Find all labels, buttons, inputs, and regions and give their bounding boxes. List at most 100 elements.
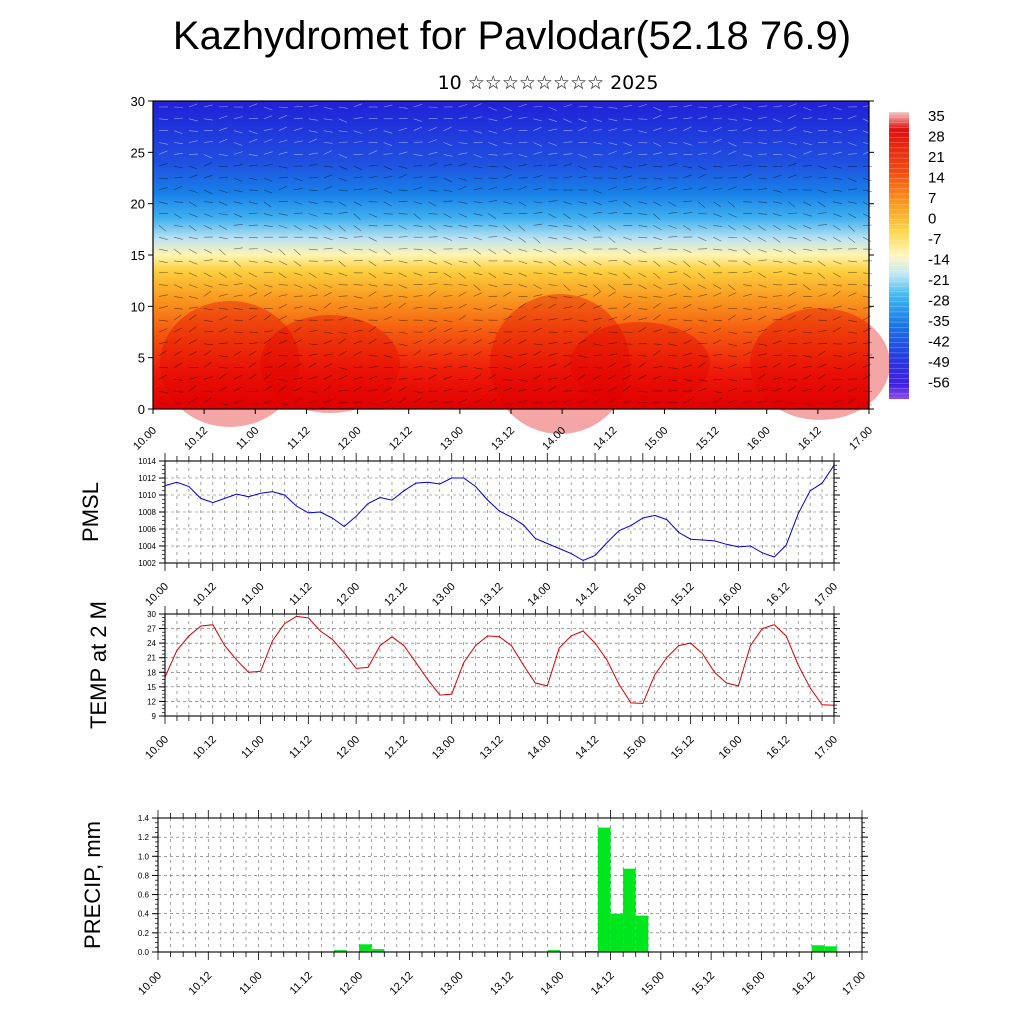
wind-barb (323, 106, 333, 110)
wind-barb (248, 402, 258, 405)
wind-barb (218, 201, 228, 206)
wind-barb (563, 362, 572, 368)
wind-barb (728, 150, 737, 155)
wind-barb (653, 236, 662, 241)
wind-barb (233, 283, 243, 285)
wind-barb (353, 259, 363, 262)
wind-barb (203, 272, 213, 278)
wind-barb (428, 338, 437, 345)
wind-barb (773, 141, 783, 143)
wind-barb (563, 341, 573, 345)
wind-barb (473, 399, 482, 404)
wind-barb (668, 293, 677, 297)
wind-barb (218, 106, 228, 108)
wind-barb (548, 236, 558, 240)
wind-barb (803, 366, 813, 368)
y-tick-label: 12 (147, 697, 156, 706)
wind-barb (293, 387, 303, 392)
wind-barb (458, 201, 468, 204)
wind-barb (758, 259, 768, 262)
y-tick-label: 1002 (138, 559, 156, 568)
wind-barb (353, 308, 363, 311)
wind-barb (323, 236, 333, 241)
x-tick-label: 15.12 (689, 970, 717, 998)
wind-barb (653, 247, 663, 250)
wind-barb (787, 114, 797, 120)
wind-barb (368, 355, 378, 357)
wind-barb (503, 402, 513, 405)
wind-barb (653, 186, 662, 191)
wind-barb (593, 367, 603, 369)
wind-barb (368, 339, 377, 345)
wind-barb (158, 225, 167, 232)
wind-barb (158, 390, 168, 394)
wind-barb (817, 272, 826, 279)
wind-barb (563, 248, 573, 250)
wind-barb (413, 366, 423, 368)
wind-barb (263, 314, 272, 321)
wind-barb (803, 306, 813, 309)
wind-barb (653, 165, 663, 168)
wind-barb (818, 248, 828, 251)
wind-barb (293, 106, 303, 108)
wind-barb (158, 319, 168, 322)
wind-barb (832, 284, 842, 287)
x-tick-label: 16.00 (717, 581, 745, 609)
wind-barb (158, 402, 168, 405)
y-tick-label: 1008 (138, 508, 156, 517)
wind-barb (398, 319, 408, 322)
wind-barb (728, 142, 737, 147)
wind-barb (428, 106, 438, 108)
wind-barb (638, 355, 648, 357)
wind-barb (158, 294, 168, 297)
wind-barb (803, 142, 812, 146)
wind-barb (533, 294, 543, 297)
wind-barb (323, 363, 333, 368)
wind-barb (548, 363, 557, 368)
wind-barb (158, 118, 169, 120)
wind-barb (458, 399, 467, 404)
wind-barb (548, 272, 558, 276)
wind-barb (503, 225, 511, 232)
precip-bar (334, 950, 347, 952)
wind-barb (683, 126, 692, 131)
wind-barb (188, 284, 198, 288)
wind-barb (368, 128, 378, 131)
wind-barb (458, 291, 467, 297)
wind-barb (818, 224, 828, 226)
wind-barb (368, 402, 378, 405)
wind-barb (817, 201, 826, 208)
wind-barb (862, 402, 872, 406)
wind-barb (802, 201, 812, 207)
wind-barb (818, 177, 828, 179)
wind-barb (862, 306, 872, 309)
wind-barb (638, 308, 648, 310)
wind-barb (293, 117, 303, 120)
wind-barb (203, 225, 213, 230)
x-tick-label: 14.00 (538, 970, 566, 998)
wind-barb (698, 308, 708, 311)
wind-barb (518, 186, 527, 191)
wind-barb (803, 165, 813, 167)
wind-barb (608, 272, 618, 276)
wind-barb (158, 162, 168, 167)
wind-barb (248, 154, 258, 157)
wind-barb (278, 185, 288, 191)
wind-barb (713, 367, 723, 369)
wind-barb (668, 283, 678, 285)
wind-barb (188, 174, 198, 179)
wind-barb (173, 327, 183, 333)
wind-barb (847, 177, 857, 182)
wind-barb (503, 308, 513, 311)
wind-barb (832, 272, 841, 278)
wind-barb (158, 150, 168, 155)
wind-barb (308, 138, 318, 143)
wind-barb (757, 272, 766, 278)
y-tick-label: 0.6 (138, 891, 150, 900)
temperature-2m-panel: 9 12 15 18 21 24 27 30 10.00 10.12 11.00 11.12 12.00… (86, 601, 840, 762)
wind-barb (713, 327, 722, 333)
wind-barb (653, 142, 662, 147)
wind-barb (638, 130, 648, 134)
wind-barb (413, 306, 423, 309)
wind-barb (698, 319, 708, 322)
